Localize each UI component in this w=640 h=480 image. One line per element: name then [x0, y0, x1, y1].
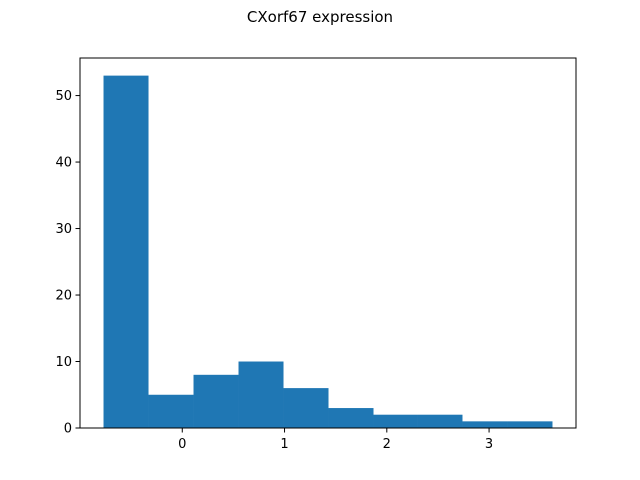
- x-tick-label: 1: [280, 437, 288, 452]
- histogram-bar: [103, 75, 149, 428]
- x-axis: 0 1 2 3: [178, 428, 493, 452]
- histogram-bar: [462, 421, 508, 428]
- x-tick-label: 3: [485, 437, 493, 452]
- y-tick-label: 0: [64, 422, 72, 437]
- x-tick-label: 0: [178, 437, 186, 452]
- y-tick-label: 30: [55, 222, 72, 237]
- axes-frame: [79, 57, 577, 429]
- histogram-bar: [417, 414, 463, 428]
- y-tick-label: 40: [55, 156, 72, 171]
- histogram-bar: [238, 361, 284, 428]
- histogram-bar: [507, 421, 553, 428]
- y-axis: 0 10 20 30 40 50: [55, 89, 80, 437]
- y-tick-label: 10: [55, 355, 72, 370]
- bars-group: [103, 75, 553, 428]
- histogram-bar: [328, 408, 374, 428]
- chart-title: CXorf67 expression: [247, 8, 393, 26]
- histogram-bar: [283, 388, 329, 428]
- y-tick-label: 50: [55, 89, 72, 104]
- histogram-bar: [373, 414, 418, 428]
- histogram-bar: [148, 394, 194, 428]
- histogram-bar: [193, 374, 239, 428]
- x-tick-label: 2: [383, 437, 391, 452]
- y-tick-label: 20: [55, 289, 72, 304]
